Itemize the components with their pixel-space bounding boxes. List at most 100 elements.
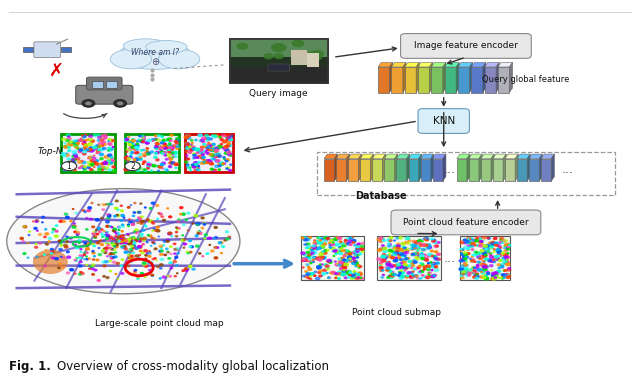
Circle shape <box>109 143 112 145</box>
Circle shape <box>465 254 467 255</box>
Circle shape <box>312 251 316 254</box>
Circle shape <box>333 250 337 252</box>
Circle shape <box>482 271 485 272</box>
Circle shape <box>168 157 171 158</box>
Circle shape <box>140 158 141 160</box>
Circle shape <box>479 258 483 259</box>
Circle shape <box>468 269 472 272</box>
Circle shape <box>326 272 328 274</box>
Circle shape <box>381 269 383 271</box>
Circle shape <box>301 237 304 239</box>
Circle shape <box>133 212 136 213</box>
Circle shape <box>207 149 209 150</box>
Circle shape <box>427 265 428 266</box>
Circle shape <box>79 139 83 142</box>
Circle shape <box>433 275 436 276</box>
Circle shape <box>504 261 508 263</box>
Circle shape <box>152 223 155 224</box>
Bar <box>404 67 416 93</box>
Circle shape <box>500 265 504 267</box>
Circle shape <box>492 257 495 259</box>
Circle shape <box>348 277 350 278</box>
Circle shape <box>164 144 166 145</box>
Circle shape <box>304 243 307 245</box>
Polygon shape <box>358 154 362 181</box>
Circle shape <box>390 237 393 239</box>
Circle shape <box>131 245 134 247</box>
Circle shape <box>138 211 141 213</box>
Circle shape <box>478 238 481 240</box>
Circle shape <box>316 257 319 260</box>
Circle shape <box>94 147 97 149</box>
Circle shape <box>335 243 339 246</box>
Circle shape <box>335 250 337 251</box>
Circle shape <box>76 234 79 235</box>
Circle shape <box>464 261 467 263</box>
Circle shape <box>213 135 217 138</box>
Circle shape <box>418 272 421 274</box>
Circle shape <box>215 160 219 162</box>
Circle shape <box>355 277 357 279</box>
Circle shape <box>58 240 61 242</box>
Circle shape <box>171 162 175 164</box>
Circle shape <box>420 263 421 264</box>
Circle shape <box>167 275 169 276</box>
Circle shape <box>106 240 109 242</box>
Circle shape <box>81 166 83 167</box>
Circle shape <box>342 274 346 276</box>
Circle shape <box>110 157 113 159</box>
Circle shape <box>397 264 401 266</box>
Circle shape <box>412 253 414 255</box>
Circle shape <box>102 143 104 145</box>
Circle shape <box>65 162 70 165</box>
Circle shape <box>147 164 150 165</box>
Bar <box>324 158 334 181</box>
Polygon shape <box>360 154 374 158</box>
Circle shape <box>117 239 119 240</box>
Circle shape <box>383 247 386 249</box>
Circle shape <box>90 266 93 268</box>
Ellipse shape <box>124 39 168 53</box>
Circle shape <box>98 204 100 205</box>
Circle shape <box>406 267 409 269</box>
Circle shape <box>63 221 65 223</box>
Circle shape <box>320 256 323 258</box>
Circle shape <box>112 166 115 168</box>
Circle shape <box>118 235 120 236</box>
Circle shape <box>317 237 321 239</box>
Circle shape <box>129 240 132 242</box>
Circle shape <box>221 162 223 163</box>
Circle shape <box>424 244 428 247</box>
Circle shape <box>147 162 149 163</box>
Polygon shape <box>491 154 494 181</box>
Circle shape <box>393 248 395 250</box>
Circle shape <box>135 146 139 149</box>
Circle shape <box>141 141 144 142</box>
Circle shape <box>69 160 73 162</box>
Circle shape <box>186 144 188 145</box>
Circle shape <box>195 167 198 169</box>
Circle shape <box>358 273 362 275</box>
Circle shape <box>309 261 311 262</box>
Bar <box>336 158 346 181</box>
Circle shape <box>339 249 341 251</box>
Circle shape <box>133 159 136 160</box>
Circle shape <box>313 242 316 243</box>
Circle shape <box>338 258 342 260</box>
Circle shape <box>207 152 209 154</box>
Circle shape <box>71 141 74 142</box>
Circle shape <box>81 138 83 139</box>
Circle shape <box>100 229 103 230</box>
Circle shape <box>417 258 419 260</box>
Circle shape <box>68 143 70 144</box>
Circle shape <box>122 225 124 226</box>
Circle shape <box>77 142 79 144</box>
Circle shape <box>381 238 383 239</box>
Circle shape <box>139 135 141 137</box>
Circle shape <box>118 236 121 237</box>
Circle shape <box>92 252 95 254</box>
Circle shape <box>104 137 107 138</box>
Circle shape <box>131 157 133 158</box>
Circle shape <box>464 256 467 258</box>
Circle shape <box>45 250 47 251</box>
